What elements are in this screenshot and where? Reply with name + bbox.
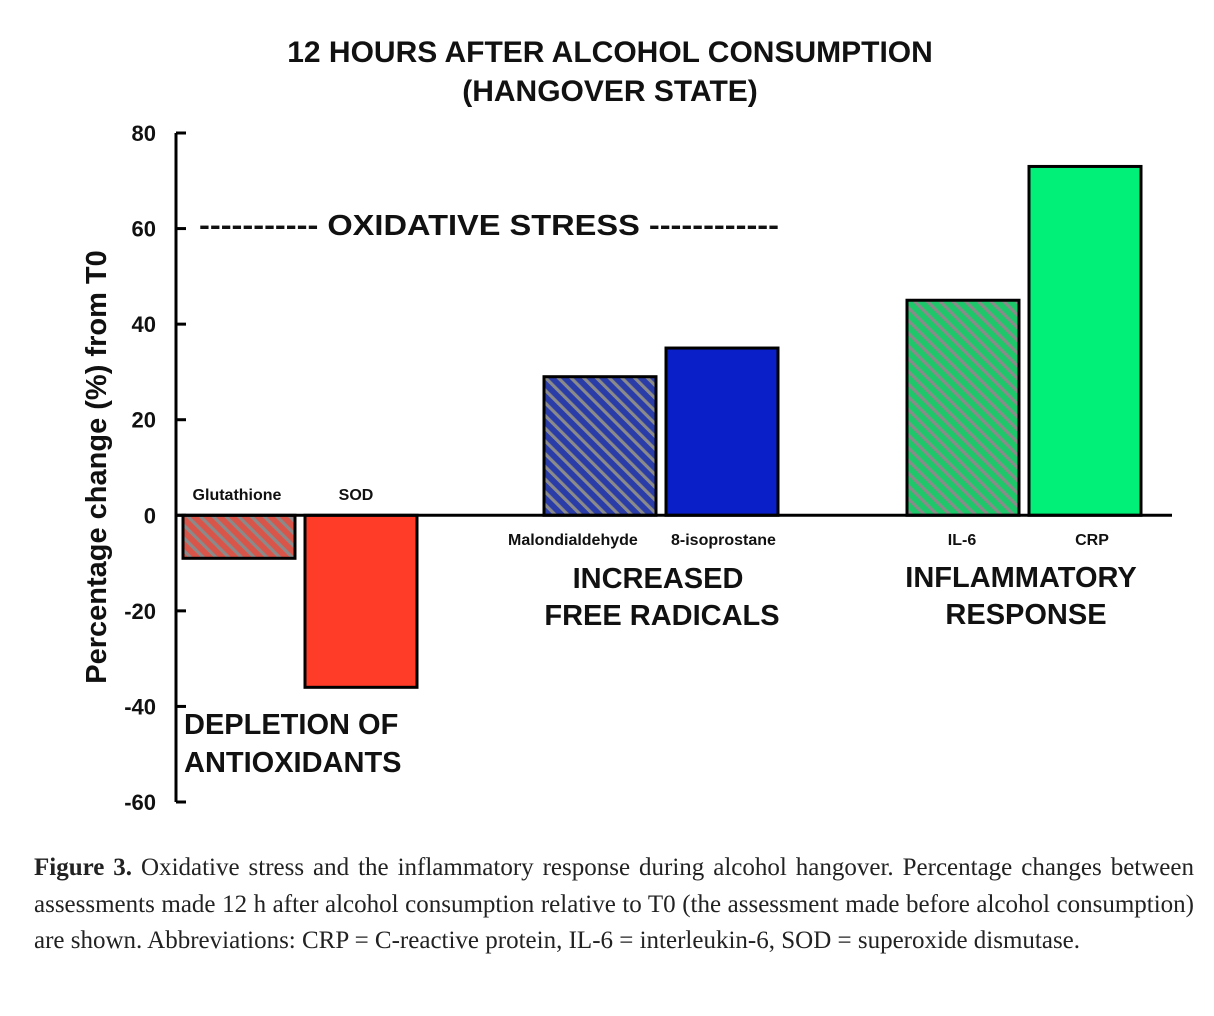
chart: 12 HOURS AFTER ALCOHOL CONSUMPTION (HANG… — [81, 36, 1172, 815]
group-label-free-radicals-line-2: FREE RADICALS — [544, 600, 779, 632]
y-tick-label: 20 — [132, 408, 156, 433]
group-label-antioxidants-line-1: DEPLETION OF — [184, 709, 398, 741]
bar-sod — [303, 513, 419, 689]
figure-caption-text: Oxidative stress and the inflammatory re… — [34, 854, 1194, 954]
bar-label-glutathione: Glutathione — [193, 487, 282, 504]
bar-label-8-isoprostane: 8-isoprostane — [671, 532, 776, 549]
y-tick-label: 80 — [132, 121, 156, 146]
chart-title-line-1: 12 HOURS AFTER ALCOHOL CONSUMPTION — [287, 36, 933, 69]
group-label-free-radicals-line-1: INCREASED — [573, 563, 744, 595]
bar-crp — [1027, 164, 1143, 517]
y-tick-label: -60 — [124, 790, 156, 815]
y-tick-label: 40 — [132, 312, 156, 337]
group-label-inflammatory-line-1: INFLAMMATORY — [905, 562, 1136, 594]
figure-caption-label: Figure 3. — [34, 854, 133, 881]
y-axis-label: Percentage change (%) from T0 — [81, 250, 113, 684]
bar-label-il-6: IL-6 — [948, 532, 977, 549]
oxidative-stress-annotation: ----------- OXIDATIVE STRESS -----------… — [199, 210, 779, 242]
figure-caption: Figure 3. Oxidative stress and the infla… — [34, 850, 1194, 960]
group-label-inflammatory-line-2: RESPONSE — [945, 599, 1106, 631]
chart-title-line-2: (HANGOVER STATE) — [462, 75, 758, 108]
y-tick-label: 60 — [132, 217, 156, 242]
bars — [181, 164, 1143, 689]
y-tick-label: -20 — [124, 599, 156, 624]
bar-label-sod: SOD — [339, 487, 374, 504]
y-tick-label: -40 — [124, 694, 156, 719]
bar-8-isoprostane — [664, 346, 780, 517]
bar-label-crp: CRP — [1075, 532, 1109, 549]
group-label-antioxidants-line-2: ANTIOXIDANTS — [184, 747, 402, 779]
bar-malondialdehyde — [542, 375, 658, 517]
bar-label-malondialdehyde: Malondialdehyde — [508, 532, 638, 549]
y-axis: 80 60 40 20 0 -20 -40 -60 — [124, 121, 186, 815]
y-tick-label: 0 — [144, 503, 156, 528]
bar-il-6 — [905, 298, 1021, 517]
bar-glutathione — [181, 513, 297, 560]
